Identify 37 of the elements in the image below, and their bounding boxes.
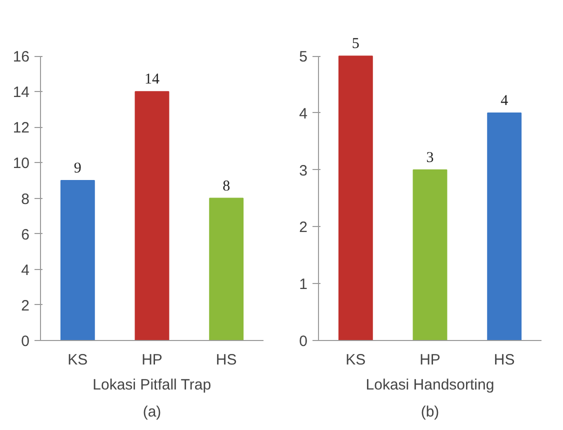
y-tick-label: 4 xyxy=(21,262,30,279)
bar xyxy=(338,56,373,340)
x-tick-label: HS xyxy=(216,352,237,368)
x-tick-label: KS xyxy=(346,352,366,368)
data-label: 5 xyxy=(352,36,360,52)
y-tick-label: 3 xyxy=(299,162,308,180)
data-label: 3 xyxy=(426,150,434,166)
y-tick-label: 2 xyxy=(299,219,308,236)
data-label: 9 xyxy=(74,160,82,177)
x-tick-label: KS xyxy=(68,352,88,368)
y-tick-label: 14 xyxy=(12,84,30,102)
bar xyxy=(134,91,170,340)
y-tick-label: 1 xyxy=(299,276,308,294)
y-tick-label: 0 xyxy=(21,333,30,350)
bar xyxy=(60,180,95,340)
x-axis-title: Lokasi Handsorting xyxy=(366,376,494,394)
x-tick-label: HS xyxy=(494,352,515,368)
y-tick-label: 16 xyxy=(12,48,30,66)
x-axis-title: Lokasi Pitfall Trap xyxy=(92,376,212,394)
x-tick-label: HP xyxy=(142,352,162,368)
data-label: 4 xyxy=(500,92,509,109)
y-tick-label: 8 xyxy=(21,190,30,208)
y-tick-label: 5 xyxy=(299,48,308,66)
data-label: 8 xyxy=(222,178,230,194)
text: (b) xyxy=(420,404,440,420)
y-tick-label: 4 xyxy=(299,105,308,122)
y-tick-label: 2 xyxy=(21,297,30,314)
bar xyxy=(209,198,244,340)
bar xyxy=(412,169,448,340)
bar xyxy=(487,112,522,340)
y-tick-label: 6 xyxy=(21,226,30,244)
y-tick-label: 10 xyxy=(12,155,30,172)
data-label: 14 xyxy=(144,72,160,88)
y-tick-label: 12 xyxy=(12,120,30,137)
x-tick-label: HP xyxy=(420,352,440,368)
y-tick-label: 0 xyxy=(299,333,308,350)
text: (a) xyxy=(142,404,162,420)
